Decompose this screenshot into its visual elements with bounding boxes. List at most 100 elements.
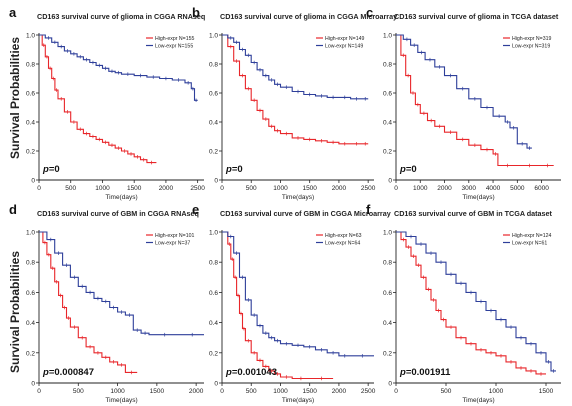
y-tick-label: 0 xyxy=(214,381,218,388)
legend: High-expr N=149 Low-expr N=149 xyxy=(316,36,364,50)
y-tick-label: 0.4 xyxy=(209,320,218,327)
x-axis-label: Time(days) xyxy=(462,397,494,404)
y-tick-label: 0.6 xyxy=(26,290,35,297)
x-tick-label: 0 xyxy=(394,388,398,395)
panels: a CD163 survival curve of glioma in CGGA … xyxy=(9,5,561,404)
legend: High-expr N=319 Low-expr N=319 xyxy=(503,36,551,50)
panel-b: b CD163 survival curve of glioma in CGGA … xyxy=(192,5,397,201)
x-tick-label: 1500 xyxy=(539,388,554,395)
y-tick-label: 0 xyxy=(214,178,218,185)
legend-entry: High-expr N=149 xyxy=(325,36,364,42)
p-value-label: p=0 xyxy=(225,164,243,175)
survival-curve-high xyxy=(222,231,334,380)
y-tick-label: 0.6 xyxy=(209,91,218,98)
x-axis-label: Time(days) xyxy=(282,397,314,404)
x-tick-label: 1000 xyxy=(489,388,504,395)
p-value-label: p=0.000847 xyxy=(42,367,94,378)
x-tick-label: 2500 xyxy=(361,388,376,395)
ylabel-top: Survival Probabilities xyxy=(8,37,22,159)
y-tick-label: 0.6 xyxy=(26,91,35,98)
legend-entry: Low-expr N=155 xyxy=(155,44,193,50)
y-tick-label: 1.0 xyxy=(26,33,35,40)
survival-curve-low xyxy=(222,231,374,357)
x-axis-label: Time(days) xyxy=(105,397,137,404)
x-tick-label: 0 xyxy=(220,388,224,395)
legend: High-expr N=124 Low-expr N=61 xyxy=(503,233,551,247)
panel-letter: f xyxy=(366,202,371,217)
x-tick-label: 3000 xyxy=(462,185,477,192)
y-tick-label: 1.0 xyxy=(209,230,218,237)
legend-entry: Low-expr N=149 xyxy=(325,44,363,50)
legend-entry: Low-expr N=64 xyxy=(325,241,360,247)
y-tick-label: 0.4 xyxy=(383,320,392,327)
x-tick-label: 2500 xyxy=(361,185,376,192)
x-tick-label: 1500 xyxy=(127,185,142,192)
y-tick-label: 1.0 xyxy=(26,230,35,237)
y-tick-label: 0 xyxy=(388,381,392,388)
x-tick-label: 5000 xyxy=(510,185,525,192)
x-tick-label: 500 xyxy=(65,185,76,192)
x-tick-label: 0 xyxy=(37,388,41,395)
y-tick-label: 0.4 xyxy=(26,320,35,327)
y-tick-label: 0.8 xyxy=(383,62,392,69)
y-tick-label: 0.2 xyxy=(26,149,35,156)
x-tick-label: 1000 xyxy=(413,185,428,192)
x-tick-label: 500 xyxy=(73,388,84,395)
panel-letter: e xyxy=(192,202,199,217)
y-tick-label: 0.2 xyxy=(26,350,35,357)
y-tick-label: 0.2 xyxy=(209,350,218,357)
y-tick-label: 0 xyxy=(388,178,392,185)
legend: High-expr N=63 Low-expr N=64 xyxy=(316,233,362,247)
y-tick-label: 0.4 xyxy=(383,120,392,127)
ylabel-bottom: Survival Probabilities xyxy=(8,251,22,373)
y-tick-label: 0.2 xyxy=(383,350,392,357)
x-tick-label: 1000 xyxy=(273,388,288,395)
x-axis-label: Time(days) xyxy=(105,194,137,201)
panel-c: c CD163 survival curve of glioma in TCGA … xyxy=(366,5,561,201)
y-tick-label: 0.4 xyxy=(26,120,35,127)
panel-title: CD163 survival curve of glioma in CGGA M… xyxy=(220,12,397,21)
x-tick-label: 500 xyxy=(441,388,452,395)
panel-title: CD163 survival curve of glioma in TCGA d… xyxy=(394,12,559,21)
legend: High-expr N=101 Low-expr N=37 xyxy=(146,233,194,247)
x-tick-label: 0 xyxy=(394,185,398,192)
x-tick-label: 500 xyxy=(246,185,257,192)
y-tick-label: 0.6 xyxy=(383,91,392,98)
panel-letter: a xyxy=(9,5,17,20)
panel-title: CD163 survival curve of GBM in CGGA Micr… xyxy=(220,209,391,218)
y-tick-label: 1.0 xyxy=(209,33,218,40)
x-tick-label: 2000 xyxy=(159,185,174,192)
x-tick-label: 2000 xyxy=(332,185,347,192)
panel-letter: b xyxy=(192,5,200,20)
p-value-label: p=0 xyxy=(42,164,60,175)
panel-d: d CD163 survival curve of GBM in CGGA RNA… xyxy=(9,202,204,404)
x-tick-label: 0 xyxy=(220,185,224,192)
panel-letter: d xyxy=(9,202,17,217)
x-tick-label: 1000 xyxy=(273,185,288,192)
legend-entry: High-expr N=319 xyxy=(512,36,551,42)
y-tick-label: 1.0 xyxy=(383,33,392,40)
y-tick-label: 0.2 xyxy=(209,149,218,156)
x-tick-label: 1500 xyxy=(302,185,317,192)
survival-curve-high xyxy=(39,231,138,373)
p-value-label: p=0.001911 xyxy=(399,367,451,378)
legend-entry: High-expr N=101 xyxy=(155,233,194,239)
x-axis-label: Time(days) xyxy=(462,194,494,201)
panel-a: a CD163 survival curve of glioma in CGGA … xyxy=(9,5,205,201)
p-value-label: p=0 xyxy=(399,164,417,175)
x-tick-label: 6000 xyxy=(534,185,549,192)
legend-entry: Low-expr N=61 xyxy=(512,241,547,247)
panel-title: CD163 survival curve of glioma in CGGA R… xyxy=(37,12,205,21)
panel-letter: c xyxy=(366,5,373,20)
x-tick-label: 2000 xyxy=(332,388,347,395)
panel-title: CD163 survival curve of GBM in CGGA RNAs… xyxy=(37,209,199,218)
legend-entry: Low-expr N=319 xyxy=(512,44,550,50)
x-tick-label: 1500 xyxy=(150,388,165,395)
x-tick-label: 2000 xyxy=(437,185,452,192)
y-tick-label: 0.8 xyxy=(209,62,218,69)
y-tick-label: 0.8 xyxy=(383,260,392,267)
x-tick-label: 500 xyxy=(246,388,257,395)
y-tick-label: 0.8 xyxy=(209,260,218,267)
y-tick-label: 0.8 xyxy=(26,62,35,69)
